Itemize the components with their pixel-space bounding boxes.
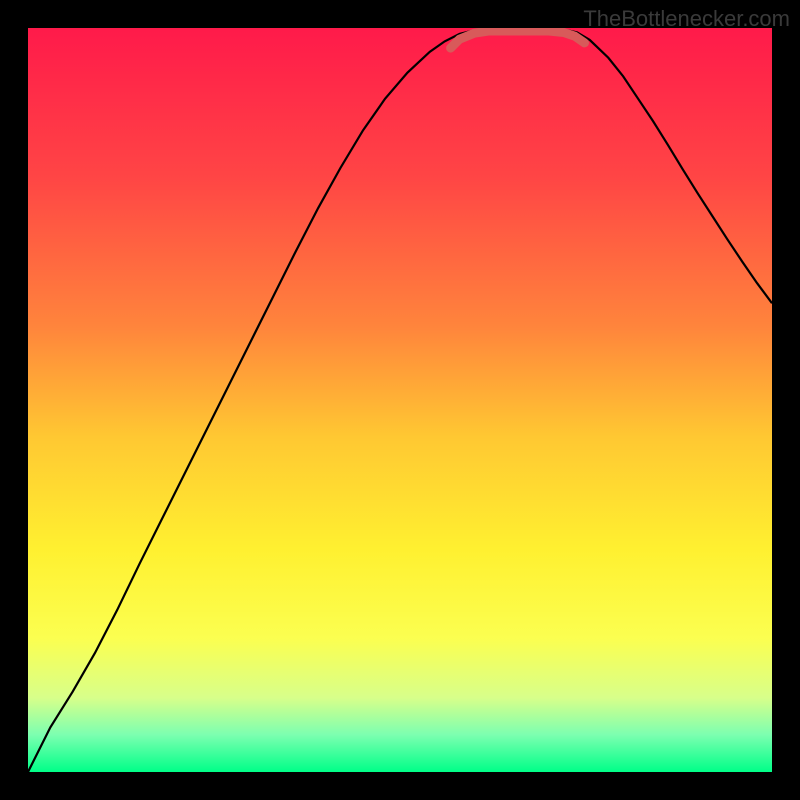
optimal-range-marker — [28, 28, 772, 772]
chart-plot-area — [28, 28, 772, 772]
watermark-text: TheBottlenecker.com — [583, 6, 790, 32]
